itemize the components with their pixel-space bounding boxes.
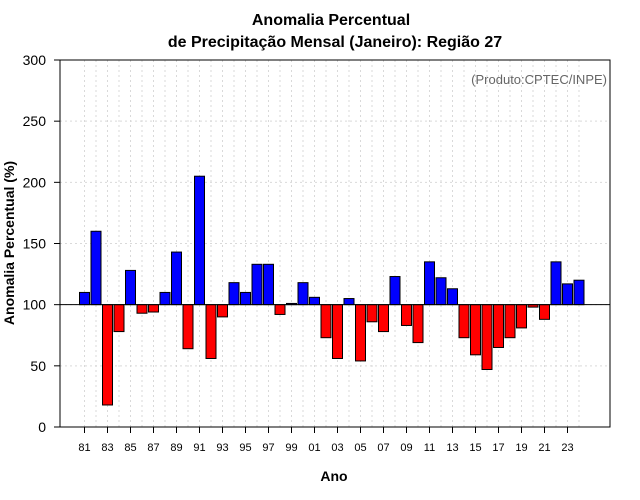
bar-92 [205, 304, 217, 359]
bar-83 [102, 304, 113, 406]
y-tick-label: 200 [23, 174, 47, 190]
bar-89 [171, 251, 182, 306]
x-tick-label: 15 [469, 442, 481, 454]
x-tick-label: 93 [216, 442, 228, 454]
y-tick-label: 300 [23, 52, 47, 68]
x-axis-title: Ano [320, 468, 347, 484]
bar-5 [355, 304, 366, 362]
bar-12 [435, 277, 447, 306]
y-tick-label: 150 [23, 236, 47, 252]
y-axis-title: Anomalia Percentual (%) [1, 161, 17, 325]
y-tick-label: 0 [38, 419, 46, 435]
bar-9 [401, 304, 412, 326]
x-tick-label: 05 [354, 442, 366, 454]
bar-21 [539, 304, 550, 320]
bar-96 [251, 263, 263, 306]
x-tick-label: 83 [101, 442, 113, 454]
bar-86 [136, 304, 148, 314]
bar-22 [550, 261, 562, 306]
bar-98 [274, 304, 286, 315]
bar-6 [366, 304, 378, 323]
bar-87 [148, 304, 159, 313]
x-tick-label: 07 [377, 442, 389, 454]
bar-81 [79, 291, 90, 306]
x-tick-label: 91 [193, 442, 205, 454]
x-tick-label: 03 [331, 442, 343, 454]
bar-91 [194, 175, 205, 306]
bar-18 [504, 304, 516, 339]
bar-14 [458, 304, 470, 339]
bar-88 [159, 291, 171, 306]
bar-0 [297, 282, 309, 306]
x-tick-label: 95 [239, 442, 251, 454]
x-tick-label: 23 [561, 442, 573, 454]
bar-82 [90, 230, 102, 306]
x-tick-label: 87 [147, 442, 159, 454]
bar-24 [573, 279, 585, 306]
chart-title-line1: Anomalia Percentual [252, 12, 410, 29]
bar-19 [516, 304, 527, 329]
x-tick-label: 17 [492, 442, 504, 454]
x-tick-label: 81 [78, 442, 90, 454]
x-tick-label: 85 [124, 442, 136, 454]
y-tick-label: 250 [23, 113, 47, 129]
bar-93 [217, 304, 228, 318]
bar-85 [125, 269, 136, 306]
bar-94 [228, 282, 240, 306]
bar-7 [378, 304, 389, 333]
source-annotation: (Produto:CPTEC/INPE) [471, 72, 607, 87]
bar-1 [309, 296, 320, 306]
y-tick-label: 100 [23, 297, 47, 313]
y-tick-label: 50 [30, 358, 46, 374]
bar-8 [389, 276, 401, 306]
bar-4 [343, 298, 355, 306]
x-tick-label: 13 [446, 442, 458, 454]
bar-23 [562, 283, 573, 306]
x-tick-label: 11 [424, 442, 435, 454]
x-tick-label: 97 [262, 442, 274, 454]
bar-84 [113, 304, 125, 333]
bar-13 [447, 288, 458, 306]
x-axis: 81 83 85 87 89 91 93 95 97 99 01 03 05 07 09 11 13 15 17 19… [78, 427, 574, 454]
bar-97 [263, 263, 274, 306]
x-tick-label: 19 [515, 442, 527, 454]
grid [60, 60, 610, 427]
x-tick-label: 89 [170, 442, 182, 454]
bar-16 [481, 304, 493, 371]
y-axis: 0 50 100 150 200 250 300 [23, 52, 60, 435]
bar-95 [240, 291, 251, 306]
bar-11 [424, 261, 435, 306]
bar-2 [320, 304, 332, 339]
bar-15 [470, 304, 481, 356]
bar-17 [493, 304, 504, 348]
chart-title-line2: de Precipitação Mensal (Janeiro): Região… [168, 34, 502, 51]
x-tick-label: 21 [538, 442, 550, 454]
bar-90 [182, 304, 194, 350]
bar-10 [412, 304, 424, 344]
x-tick-label: 01 [308, 442, 320, 454]
x-tick-label: 09 [400, 442, 412, 454]
x-tick-label: 99 [285, 442, 297, 454]
bar-3 [332, 304, 343, 359]
bars [79, 175, 585, 406]
